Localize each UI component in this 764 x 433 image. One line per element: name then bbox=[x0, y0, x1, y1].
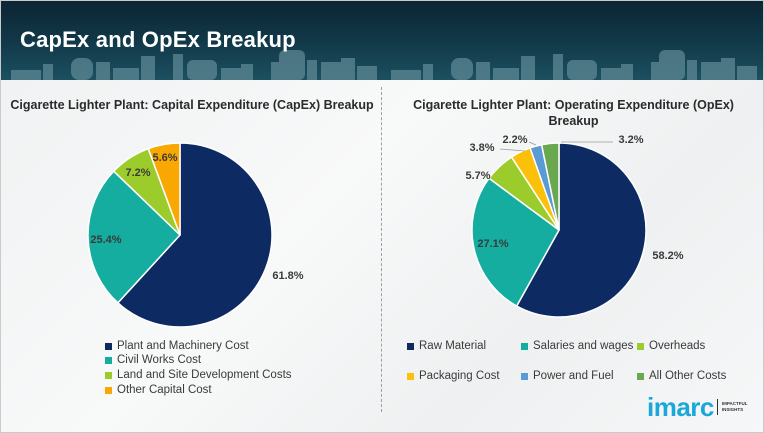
imarc-logo: imarc IMPACTFUL INSIGHTS bbox=[647, 394, 752, 420]
data-label-power-and-fuel: 2.2% bbox=[502, 134, 527, 146]
legend-label: Overheads bbox=[649, 340, 706, 352]
logo-separator bbox=[716, 399, 718, 415]
data-label-other-capital-cost: 5.6% bbox=[152, 152, 177, 164]
pie-slice-salaries-and-wages bbox=[471, 177, 560, 308]
logo-tagline-line1: IMPACTFUL bbox=[721, 401, 748, 406]
pie-slice-raw-material bbox=[515, 142, 647, 318]
data-label-all-other-costs: 3.2% bbox=[618, 134, 643, 146]
opex-title-line2: Breakup bbox=[548, 114, 599, 128]
legend-label: Salaries and wages bbox=[533, 340, 634, 352]
legend-item-civil-works-cost: Civil Works Cost bbox=[105, 354, 201, 366]
legend-swatch bbox=[105, 371, 112, 379]
data-label-civil-works-cost: 25.4% bbox=[90, 234, 121, 246]
data-label-raw-material: 58.2% bbox=[652, 250, 683, 262]
data-label-plant-and-machinery-cost: 61.8% bbox=[272, 270, 303, 282]
leader-line-power-and-fuel bbox=[528, 141, 537, 146]
legend-item-all-other-costs: All Other Costs bbox=[637, 370, 726, 382]
legend-item-raw-material: Raw Material bbox=[407, 340, 486, 352]
logo-wordmark: imarc bbox=[647, 392, 714, 422]
data-label-land-and-site-development-costs: 7.2% bbox=[125, 167, 150, 179]
legend-label: Power and Fuel bbox=[533, 370, 614, 382]
legend-item-salaries-and-wages: Salaries and wages bbox=[521, 340, 633, 352]
opex-pie-chart: 58.2% 27.1% 5.7% 3.8% 2.2% 3.2% bbox=[465, 134, 684, 318]
pie-slice-other-capital-cost bbox=[147, 142, 181, 236]
legend-label: Packaging Cost bbox=[419, 370, 500, 382]
legend-swatch bbox=[105, 356, 112, 364]
legend-item-power-and-fuel: Power and Fuel bbox=[521, 370, 614, 382]
legend-label: Raw Material bbox=[419, 340, 487, 352]
legend-item-plant-and-machinery-cost: Plant and Machinery Cost bbox=[105, 340, 249, 352]
panel-divider bbox=[381, 87, 382, 412]
legend-swatch bbox=[407, 372, 414, 380]
pie-slice-all-other-costs bbox=[540, 142, 560, 231]
legend-swatch bbox=[521, 342, 528, 350]
pie-slice-plant-and-machinery-cost bbox=[116, 142, 273, 328]
opex-title-line1: Cigarette Lighter Plant: Operating Expen… bbox=[413, 98, 734, 112]
city-skyline-decoration bbox=[11, 50, 757, 80]
legend-label: Other Capital Cost bbox=[117, 384, 212, 396]
legend-label: All Other Costs bbox=[649, 370, 727, 382]
logo-tagline-line2: INSIGHTS bbox=[721, 407, 744, 412]
data-label-packaging-cost: 3.8% bbox=[469, 142, 494, 154]
leader-line-packaging-cost bbox=[499, 148, 526, 152]
capex-chart-title: Cigarette Lighter Plant: Capital Expendi… bbox=[10, 98, 374, 112]
legend-item-packaging-cost: Packaging Cost bbox=[407, 370, 500, 382]
data-label-overheads: 5.7% bbox=[465, 170, 490, 182]
legend-label: Plant and Machinery Cost bbox=[117, 340, 249, 352]
legend-swatch bbox=[105, 342, 112, 350]
legend-label: Land and Site Development Costs bbox=[117, 369, 292, 381]
logo-tagline: IMPACTFUL INSIGHTS bbox=[722, 401, 752, 413]
legend-item-other-capital-cost: Other Capital Cost bbox=[105, 384, 212, 396]
legend-item-overheads: Overheads bbox=[637, 340, 705, 352]
legend-swatch bbox=[521, 372, 528, 380]
header-banner: CapEx and OpEx Breakup bbox=[1, 1, 763, 80]
legend-item-land-and-site-development-costs: Land and Site Development Costs bbox=[105, 369, 292, 381]
opex-chart-title: Cigarette Lighter Plant: Operating Expen… bbox=[386, 97, 761, 129]
page-title: CapEx and OpEx Breakup bbox=[20, 27, 296, 52]
legend-swatch bbox=[637, 342, 644, 350]
data-label-salaries-and-wages: 27.1% bbox=[477, 238, 508, 250]
legend-swatch bbox=[637, 372, 644, 380]
legend-swatch bbox=[407, 342, 414, 350]
legend-swatch bbox=[105, 386, 112, 394]
pie-slice-civil-works-cost bbox=[87, 170, 182, 304]
capex-pie-chart: 61.8% 25.4% 7.2%5.6% bbox=[87, 142, 304, 328]
legend-label: Civil Works Cost bbox=[117, 354, 202, 366]
